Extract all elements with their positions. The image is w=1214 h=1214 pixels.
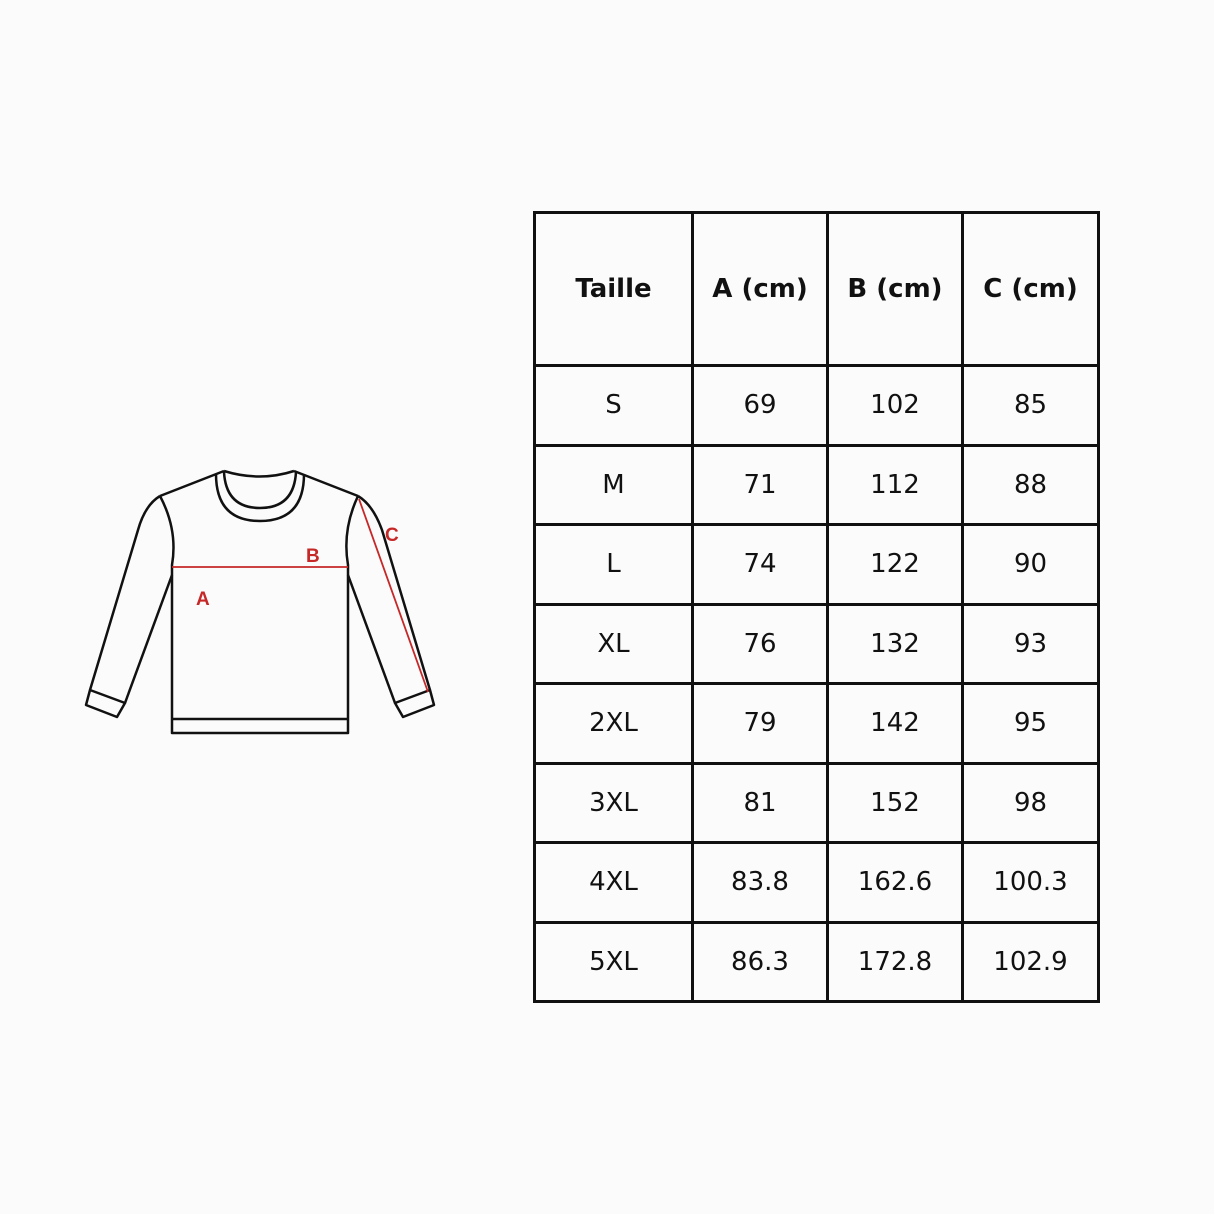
table-row: 2XL 79 142 95 xyxy=(533,682,1100,765)
table-row: 5XL 86.3 172.8 102.9 xyxy=(533,920,1100,1003)
cell-a: 79 xyxy=(691,682,829,765)
cell-c: 102.9 xyxy=(961,920,1100,1003)
cell-size: 2XL xyxy=(533,682,694,765)
cell-c: 95 xyxy=(961,682,1100,765)
cell-size: 5XL xyxy=(533,920,694,1003)
cell-b: 122 xyxy=(826,523,964,606)
cell-b: 172.8 xyxy=(826,920,964,1003)
cell-c: 98 xyxy=(961,761,1100,844)
cell-size: 4XL xyxy=(533,841,694,924)
cell-b: 162.6 xyxy=(826,841,964,924)
cell-b: 132 xyxy=(826,602,964,685)
cell-c: 93 xyxy=(961,602,1100,685)
table-row: 4XL 83.8 162.6 100.3 xyxy=(533,841,1100,924)
measure-lines xyxy=(172,498,429,693)
cell-size: L xyxy=(533,523,694,606)
cell-a: 76 xyxy=(691,602,829,685)
cell-b: 142 xyxy=(826,682,964,765)
cell-size: M xyxy=(533,443,694,526)
cell-size: 3XL xyxy=(533,761,694,844)
sweater-outline xyxy=(84,469,436,735)
cell-a: 74 xyxy=(691,523,829,606)
cell-c: 88 xyxy=(961,443,1100,526)
cell-a: 83.8 xyxy=(691,841,829,924)
cell-a: 71 xyxy=(691,443,829,526)
cell-b: 102 xyxy=(826,364,964,447)
cell-a: 86.3 xyxy=(691,920,829,1003)
header-c: C (cm) xyxy=(961,211,1100,367)
cell-size: S xyxy=(533,364,694,447)
table-row: L 74 122 90 xyxy=(533,523,1100,606)
cell-c: 85 xyxy=(961,364,1100,447)
cell-size: XL xyxy=(533,602,694,685)
label-a: A xyxy=(196,589,210,610)
table-row: M 71 112 88 xyxy=(533,443,1100,526)
table-row: S 69 102 85 xyxy=(533,364,1100,447)
cell-b: 112 xyxy=(826,443,964,526)
label-b: B xyxy=(306,546,320,567)
header-a: A (cm) xyxy=(691,211,829,367)
table-row: XL 76 132 93 xyxy=(533,602,1100,685)
size-table: Taille A (cm) B (cm) C (cm) S 69 102 85 M 71 1… xyxy=(533,211,1100,1003)
header-b: B (cm) xyxy=(826,211,964,367)
cell-a: 69 xyxy=(691,364,829,447)
header-row: Taille A (cm) B (cm) C (cm) xyxy=(533,211,1100,367)
cell-c: 100.3 xyxy=(961,841,1100,924)
measure-line-c xyxy=(358,498,429,693)
header-size: Taille xyxy=(533,211,694,367)
label-c: C xyxy=(385,525,399,546)
cell-b: 152 xyxy=(826,761,964,844)
cell-a: 81 xyxy=(691,761,829,844)
table-row: 3XL 81 152 98 xyxy=(533,761,1100,844)
cell-c: 90 xyxy=(961,523,1100,606)
